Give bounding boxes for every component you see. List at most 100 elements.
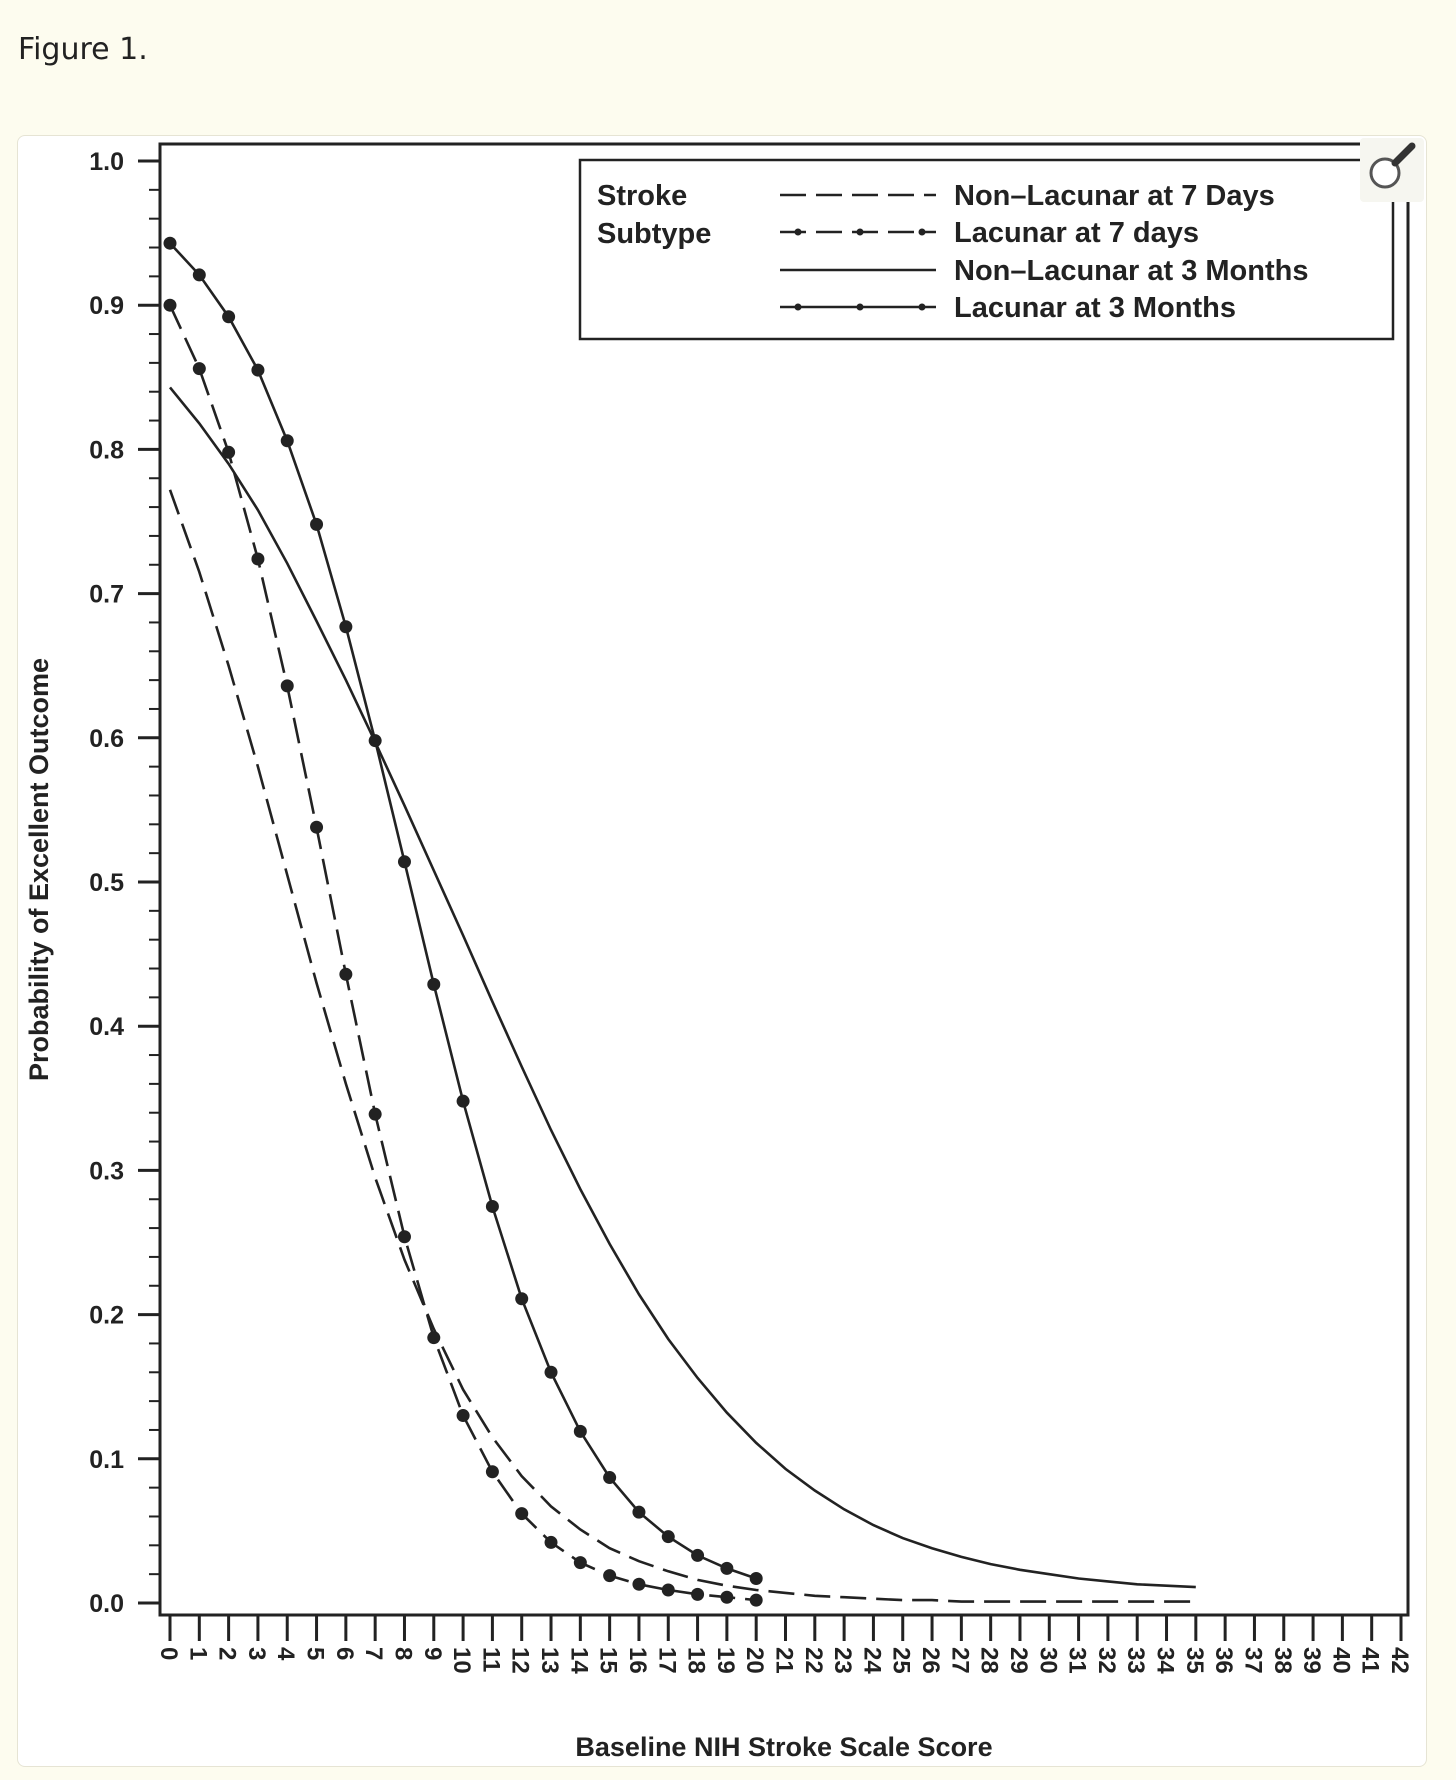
data-point bbox=[632, 1505, 646, 1519]
figure-card bbox=[17, 135, 1427, 1767]
data-point bbox=[515, 1507, 529, 1521]
x-tick-label: 0 bbox=[155, 1647, 182, 1660]
data-point bbox=[251, 363, 265, 377]
y-axis-title: Probability of Excellent Outcome bbox=[24, 658, 54, 1081]
data-point bbox=[397, 1230, 411, 1244]
x-tick-label: 35 bbox=[1181, 1647, 1208, 1674]
series-lacunar-at-3-months bbox=[163, 236, 763, 1585]
data-point bbox=[544, 1535, 558, 1549]
x-tick-label: 11 bbox=[477, 1647, 504, 1672]
x-tick-label: 24 bbox=[858, 1647, 885, 1674]
data-point bbox=[720, 1561, 734, 1575]
x-tick-label: 42 bbox=[1386, 1647, 1413, 1674]
x-tick-label: 9 bbox=[419, 1647, 446, 1660]
series-line bbox=[168, 386, 1196, 1589]
legend-box bbox=[578, 158, 1395, 341]
y-tick-label: 0.1 bbox=[89, 1446, 124, 1474]
legend-entry-label: Lacunar at 7 days bbox=[954, 217, 1199, 249]
zoom-button[interactable] bbox=[1360, 138, 1424, 202]
data-point bbox=[192, 268, 206, 282]
legend-sample bbox=[780, 303, 936, 311]
data-point bbox=[661, 1530, 675, 1544]
y-tick-label: 0.3 bbox=[89, 1157, 124, 1185]
legend-entry-label: Non–Lacunar at 7 Days bbox=[954, 180, 1275, 212]
data-point bbox=[749, 1593, 763, 1607]
x-tick-label: 14 bbox=[565, 1647, 592, 1674]
x-tick-label: 27 bbox=[946, 1647, 973, 1674]
figure-title: Figure 1. bbox=[18, 32, 148, 67]
data-point bbox=[310, 820, 324, 834]
data-point bbox=[544, 1365, 558, 1379]
magnifier-icon bbox=[1369, 142, 1416, 189]
x-tick-label: 13 bbox=[536, 1647, 563, 1674]
data-point bbox=[749, 1571, 763, 1585]
x-tick-label: 38 bbox=[1269, 1647, 1296, 1674]
data-point bbox=[280, 679, 294, 693]
legend-title: Subtype bbox=[597, 218, 711, 250]
x-tick-label: 12 bbox=[507, 1647, 534, 1674]
legend-marker bbox=[856, 228, 864, 236]
y-tick-label: 0.4 bbox=[89, 1013, 124, 1041]
x-tick-label: 34 bbox=[1152, 1647, 1179, 1674]
data-point bbox=[603, 1471, 617, 1485]
x-tick-label: 17 bbox=[653, 1647, 680, 1674]
y-tick-label: 0.5 bbox=[89, 869, 124, 897]
x-tick-label: 2 bbox=[214, 1647, 241, 1660]
data-point bbox=[485, 1465, 499, 1479]
x-tick-label: 8 bbox=[389, 1647, 416, 1660]
data-point bbox=[397, 855, 411, 869]
y-tick-label: 1.0 bbox=[89, 148, 124, 176]
series-non-lacunar-at-7-days bbox=[168, 489, 1196, 1603]
x-tick-label: 28 bbox=[976, 1647, 1003, 1674]
data-point bbox=[251, 552, 265, 566]
data-point bbox=[192, 362, 206, 376]
data-point bbox=[456, 1409, 470, 1423]
series-non-lacunar-at-3-months bbox=[168, 386, 1196, 1589]
x-tick-label: 30 bbox=[1034, 1647, 1061, 1674]
legend-marker bbox=[918, 228, 926, 236]
data-point bbox=[368, 734, 382, 748]
data-point bbox=[427, 1331, 441, 1345]
data-point bbox=[427, 977, 441, 991]
series-line bbox=[168, 489, 1196, 1603]
data-point bbox=[222, 310, 236, 324]
data-point bbox=[163, 298, 177, 312]
x-tick-label: 18 bbox=[683, 1647, 710, 1674]
legend-marker bbox=[794, 303, 802, 311]
y-tick-label: 0.9 bbox=[89, 292, 124, 320]
data-point bbox=[339, 967, 353, 981]
series-line bbox=[168, 304, 757, 1602]
x-tick-label: 6 bbox=[331, 1647, 358, 1660]
plot-frame bbox=[158, 142, 1410, 1617]
data-point bbox=[280, 434, 294, 448]
x-tick-label: 3 bbox=[243, 1647, 270, 1660]
x-tick-label: 33 bbox=[1122, 1647, 1149, 1674]
y-tick-label: 0.2 bbox=[89, 1302, 124, 1330]
x-tick-label: 26 bbox=[917, 1647, 944, 1674]
data-point bbox=[485, 1199, 499, 1213]
x-tick-label: 40 bbox=[1327, 1647, 1354, 1674]
x-tick-label: 1 bbox=[184, 1647, 211, 1660]
legend-entry-label: Lacunar at 3 Months bbox=[954, 292, 1236, 324]
x-tick-label: 22 bbox=[800, 1647, 827, 1674]
legend: Stroke Subtype Non–Lacunar at 7 Days Lacuna… bbox=[578, 158, 1395, 341]
data-point bbox=[573, 1556, 587, 1570]
data-point bbox=[456, 1094, 470, 1108]
x-tick-label: 20 bbox=[741, 1647, 768, 1674]
x-tick-label: 36 bbox=[1210, 1647, 1237, 1674]
data-point bbox=[691, 1548, 705, 1562]
data-point bbox=[339, 620, 353, 634]
data-point bbox=[632, 1577, 646, 1591]
legend-marker bbox=[856, 303, 864, 311]
data-point bbox=[720, 1590, 734, 1604]
data-point bbox=[573, 1424, 587, 1438]
data-point bbox=[222, 445, 236, 459]
series-layer bbox=[163, 236, 1196, 1607]
x-tick-label: 29 bbox=[1005, 1647, 1032, 1674]
x-tick-label: 39 bbox=[1298, 1647, 1325, 1674]
legend-entry-label: Non–Lacunar at 3 Months bbox=[954, 255, 1309, 287]
data-point bbox=[515, 1292, 529, 1306]
data-point bbox=[368, 1107, 382, 1121]
x-tick-label: 25 bbox=[888, 1647, 915, 1674]
